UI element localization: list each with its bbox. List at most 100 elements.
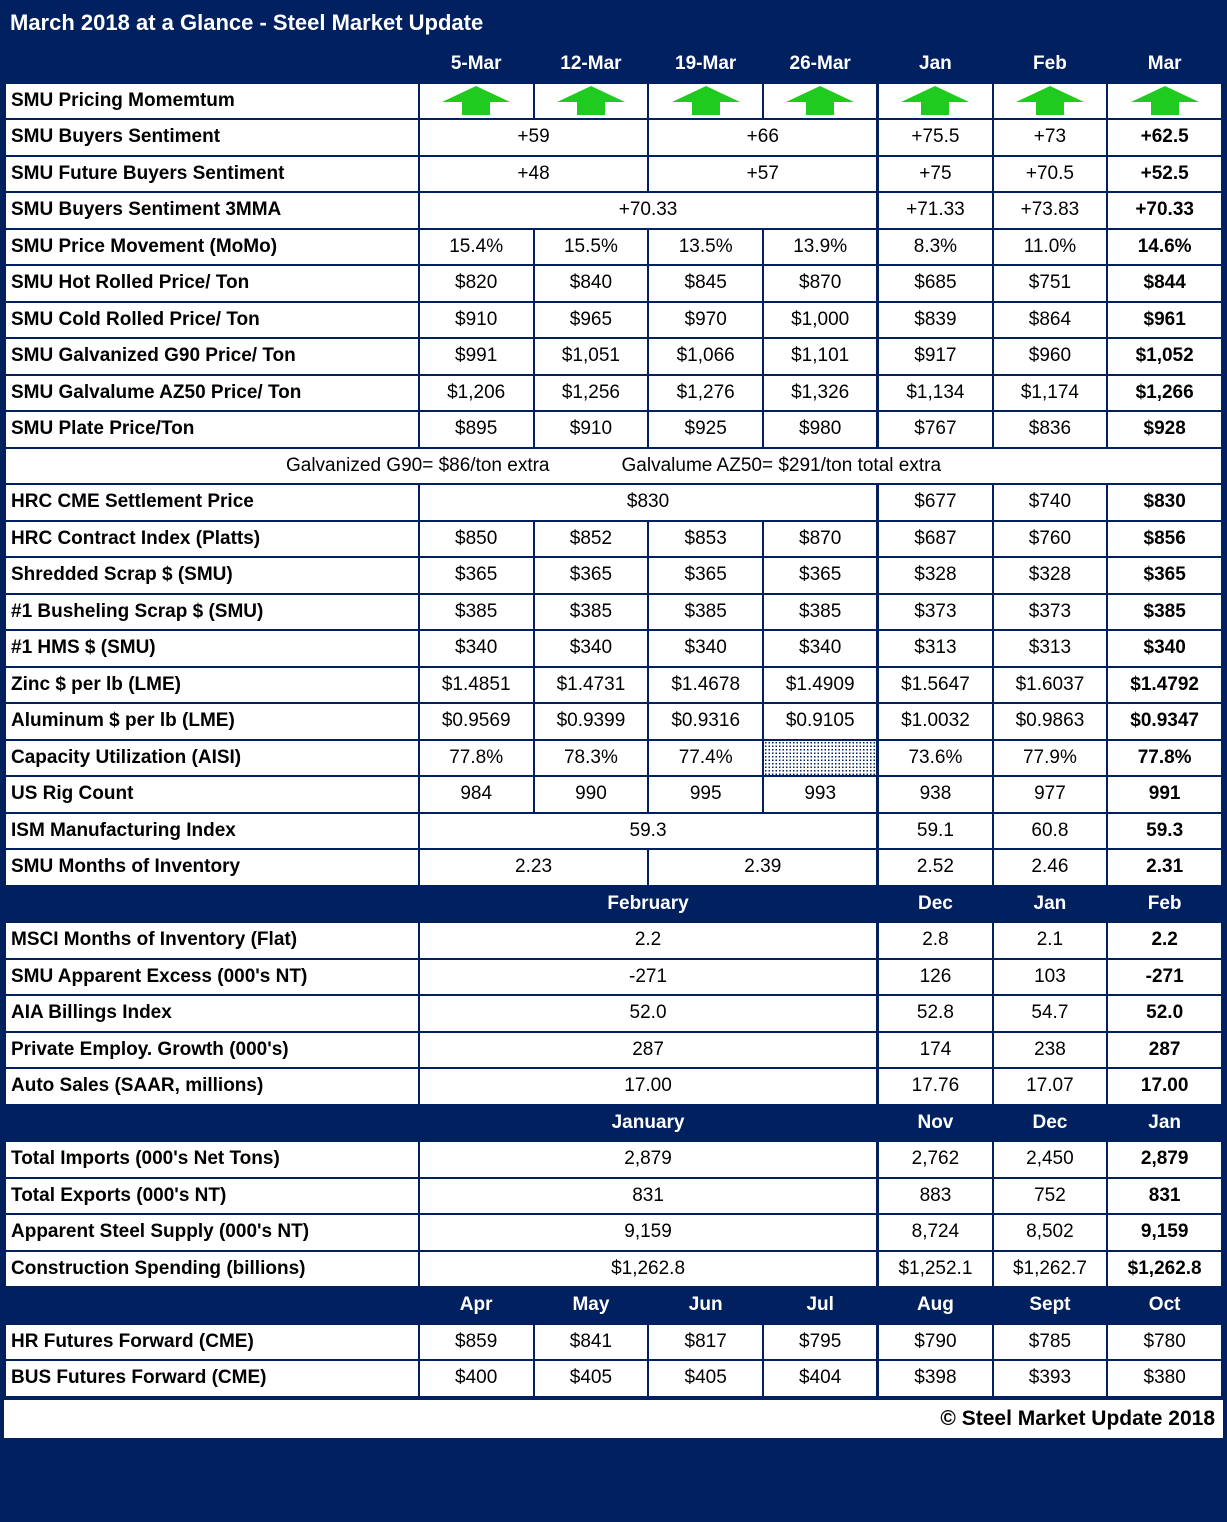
value-cell: $404 [762,1359,879,1398]
value-cell: $1,101 [762,337,879,376]
value-cell: -271 [1106,957,1223,996]
value-cell: 2.2 [417,921,879,960]
value-cell: $830 [1106,483,1223,522]
value-cell: $393 [991,1359,1109,1398]
value-cell: +70.33 [1106,191,1223,230]
value-cell: $1.4792 [1106,665,1223,704]
row-label: Total Exports (000's NT) [4,1176,420,1215]
note-row-cell: Galvanized G90= $86/ton extra Galvalume A… [4,446,1223,485]
table-row: #1 Busheling Scrap $ (SMU) $385 $385 $385 $3… [4,592,1223,631]
table-body: 5-Mar 12-Mar 19-Mar 26-Mar Jan Feb Mar SMU Pric… [4,45,1223,1398]
value-cell: $853 [647,519,765,558]
value-cell: $685 [876,264,994,303]
value-cell: $859 [417,1322,535,1361]
section-header-spacer [4,884,420,923]
value-cell: $1,174 [991,373,1109,412]
table-row: SMU Months of Inventory 2.23 2.39 2.52 2.46 2… [4,848,1223,887]
table-row: SMU Plate Price/Ton $895 $910 $925 $980 $767 $… [4,410,1223,449]
up-arrow-icon [1130,86,1200,116]
value-cell: 9,159 [1106,1213,1223,1252]
row-label: HRC Contract Index (Platts) [4,519,420,558]
up-arrow-stem [1035,102,1064,116]
value-cell: +70.5 [991,154,1109,193]
value-cell: 2,450 [991,1140,1109,1179]
value-cell: $340 [1106,629,1223,668]
value-cell: 78.3% [532,738,650,777]
value-cell: 15.5% [532,227,650,266]
value-cell: +57 [647,154,879,193]
value-cell: $1,000 [762,300,879,339]
row-label: #1 HMS $ (SMU) [4,629,420,668]
value-cell: 77.8% [1106,738,1223,777]
value-cell: $917 [876,337,994,376]
value-cell: $677 [876,483,994,522]
value-cell: $0.9863 [991,702,1109,741]
value-cell: 17.00 [1106,1067,1223,1106]
table-row: HRC Contract Index (Platts) $850 $852 $853 $… [4,519,1223,558]
table-row: Aluminum $ per lb (LME) $0.9569 $0.9399 $0.… [4,702,1223,741]
column-header: Jun [647,1286,765,1325]
row-label: SMU Galvalume AZ50 Price/ Ton [4,373,420,412]
value-cell: 287 [417,1030,879,1069]
row-label: Shredded Scrap $ (SMU) [4,556,420,595]
value-cell: $836 [991,410,1109,449]
value-cell: $398 [876,1359,994,1398]
row-label: Aluminum $ per lb (LME) [4,702,420,741]
value-cell: $839 [876,300,994,339]
table-row: HRC CME Settlement Price $830 $677 $740 $830 [4,483,1223,522]
row-label: Auto Sales (SAAR, millions) [4,1067,420,1106]
column-header: 5-Mar [417,45,535,84]
months-row: Apr May Jun Jul Aug Sept Oct [4,1286,1223,1325]
value-cell: +66 [647,118,879,157]
value-cell: 17.00 [417,1067,879,1106]
value-cell: 2.52 [876,848,994,887]
value-cell: 54.7 [991,994,1109,1033]
value-cell: $1,276 [647,373,765,412]
value-cell: $340 [532,629,650,668]
value-cell: 52.8 [876,994,994,1033]
up-arrow-head [786,86,855,103]
value-cell: $970 [647,300,765,339]
table-row: Zinc $ per lb (LME) $1.4851 $1.4731 $1.4678… [4,665,1223,704]
row-label: SMU Pricing Momemtum [4,81,420,120]
up-arrow-stem [691,102,720,116]
column-header: 26-Mar [762,45,879,84]
note-text: Galvalume AZ50= $291/ton total extra [621,454,942,476]
value-cell: $0.9347 [1106,702,1223,741]
value-cell: $910 [532,410,650,449]
value-cell: $1,326 [762,373,879,412]
value-cell: $870 [762,519,879,558]
value-cell: 977 [991,775,1109,814]
table-row: HR Futures Forward (CME) $859 $841 $817 $795… [4,1322,1223,1361]
note-row: Galvanized G90= $86/ton extra Galvalume A… [4,446,1223,485]
value-cell: $961 [1106,300,1223,339]
value-cell: +75.5 [876,118,994,157]
value-cell: 993 [762,775,879,814]
value-cell: 287 [1106,1030,1223,1069]
value-cell: $0.9399 [532,702,650,741]
section-row: February Dec Jan Feb [4,884,1223,923]
value-cell: +62.5 [1106,118,1223,157]
value-cell: 14.6% [1106,227,1223,266]
copyright: © Steel Market Update 2018 [940,1406,1215,1430]
row-label: SMU Future Buyers Sentiment [4,154,420,193]
column-header: Oct [1106,1286,1223,1325]
value-cell: 9,159 [417,1213,879,1252]
up-arrow-icon [785,86,855,116]
momentum-cell [991,81,1109,120]
value-cell: $840 [532,264,650,303]
value-cell: 883 [876,1176,994,1215]
value-cell: 174 [876,1030,994,1069]
page-title: March 2018 at a Glance - Steel Market Up… [10,9,484,35]
section-row: January Nov Dec Jan [4,1103,1223,1142]
value-cell: $844 [1106,264,1223,303]
up-arrow-head [901,86,970,103]
column-header: Sept [991,1286,1109,1325]
row-label: Zinc $ per lb (LME) [4,665,420,704]
momentum-cell [417,81,535,120]
row-label: US Rig Count [4,775,420,814]
value-cell: 831 [1106,1176,1223,1215]
table-row: Private Employ. Growth (000's) 287 174 238 2… [4,1030,1223,1069]
column-header: Jan [991,884,1109,923]
value-cell: 2.23 [417,848,650,887]
